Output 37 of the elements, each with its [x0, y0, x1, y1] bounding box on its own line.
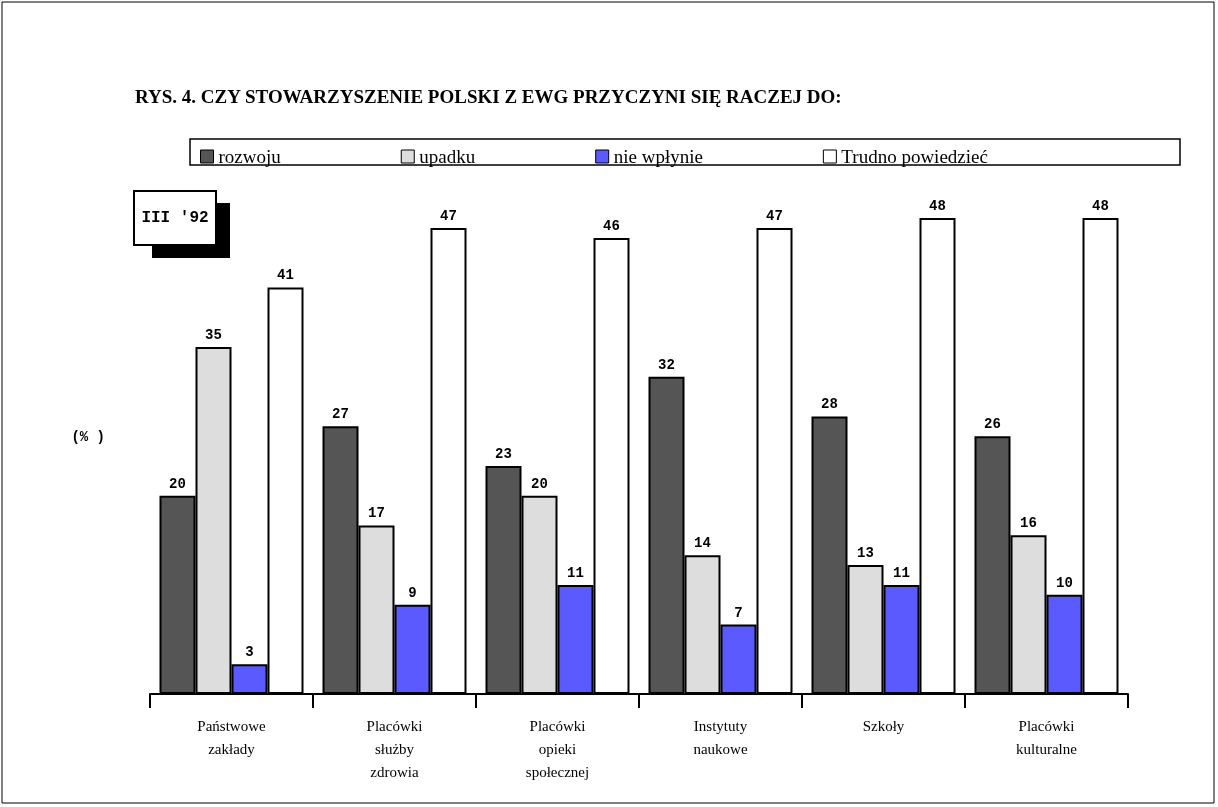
x-tick-label: Placówki kulturalne	[1016, 717, 1078, 757]
y-axis-title: (% )	[71, 429, 105, 445]
data-label: 11	[893, 564, 910, 581]
data-label: 26	[984, 416, 1001, 433]
chart-title: RYS. 4. CZY STOWARZYSZENIE POLSKI Z EWG PRZYCZYNI SIĘ RACZEJ DO:	[135, 86, 842, 107]
x-tick-label: Państwowe zakłady	[197, 717, 267, 757]
data-label: 13	[857, 545, 874, 562]
data-label: 47	[440, 207, 457, 224]
data-label: 9	[408, 584, 417, 601]
data-label: 11	[567, 564, 584, 581]
x-tick-label: Placówki służby zdrowia	[366, 717, 423, 780]
data-label: 23	[495, 445, 512, 462]
annotation: III '92	[141, 209, 209, 227]
data-label: 41	[277, 267, 294, 284]
data-label: 47	[766, 207, 783, 224]
data-label: 20	[531, 475, 548, 492]
data-label: 7	[734, 604, 743, 621]
data-label: 20	[169, 475, 186, 492]
data-label: 27	[332, 406, 349, 423]
x-tick-label: Szkoły	[862, 717, 905, 734]
data-label: 28	[821, 396, 838, 413]
data-label: 10	[1056, 574, 1073, 591]
data-label: 48	[929, 198, 946, 215]
data-label: 32	[658, 356, 675, 373]
data-label: 3	[245, 644, 254, 661]
legend-label: nie wpłynie	[613, 146, 703, 167]
x-tick-label: Placówki opieki społecznej	[525, 717, 590, 780]
data-label: 46	[603, 217, 620, 234]
data-label: 16	[1020, 515, 1037, 532]
legend-label: rozwoju	[218, 146, 282, 167]
x-tick-label: Instytuty naukowe	[693, 717, 748, 757]
legend-label: upadku	[419, 146, 476, 167]
data-label: 14	[694, 535, 711, 552]
data-label: 17	[368, 505, 385, 522]
data-label: 48	[1092, 198, 1109, 215]
legend-label: Trudno powiedzieć	[841, 146, 988, 167]
data-label: 35	[205, 326, 222, 343]
